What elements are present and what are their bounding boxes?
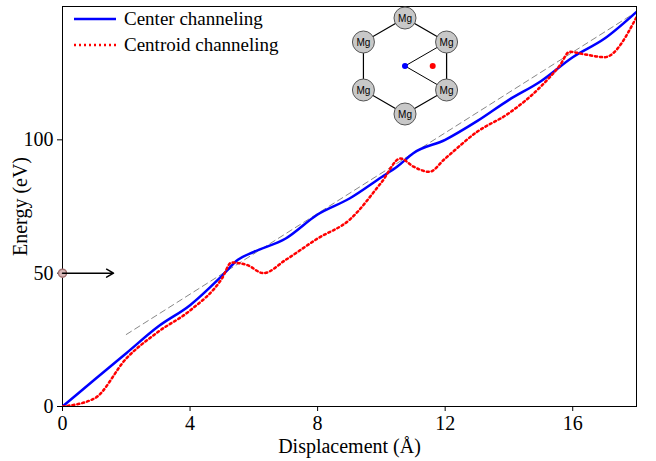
- svg-text:Mg: Mg: [356, 85, 370, 96]
- svg-text:Displacement (Å): Displacement (Å): [278, 435, 421, 458]
- svg-text:Mg: Mg: [398, 109, 412, 120]
- html-text:Center channeling: Center channeling: [124, 8, 263, 29]
- svg-text:Mg: Mg: [440, 85, 454, 96]
- svg-text:Mg: Mg: [398, 13, 412, 24]
- html-text:Centroid channeling: Centroid channeling: [124, 34, 279, 55]
- svg-text:16: 16: [563, 412, 583, 434]
- svg-text:8: 8: [313, 412, 323, 434]
- svg-text:100: 100: [24, 128, 54, 150]
- svg-text:Mg: Mg: [356, 37, 370, 48]
- svg-text:Mg: Mg: [440, 37, 454, 48]
- svg-text:4: 4: [185, 412, 195, 434]
- svg-text:0: 0: [44, 395, 54, 417]
- svg-text:12: 12: [435, 412, 455, 434]
- svg-text:50: 50: [34, 262, 54, 284]
- svg-text:Energy (eV): Energy (eV): [9, 157, 32, 256]
- svg-text:0: 0: [58, 412, 68, 434]
